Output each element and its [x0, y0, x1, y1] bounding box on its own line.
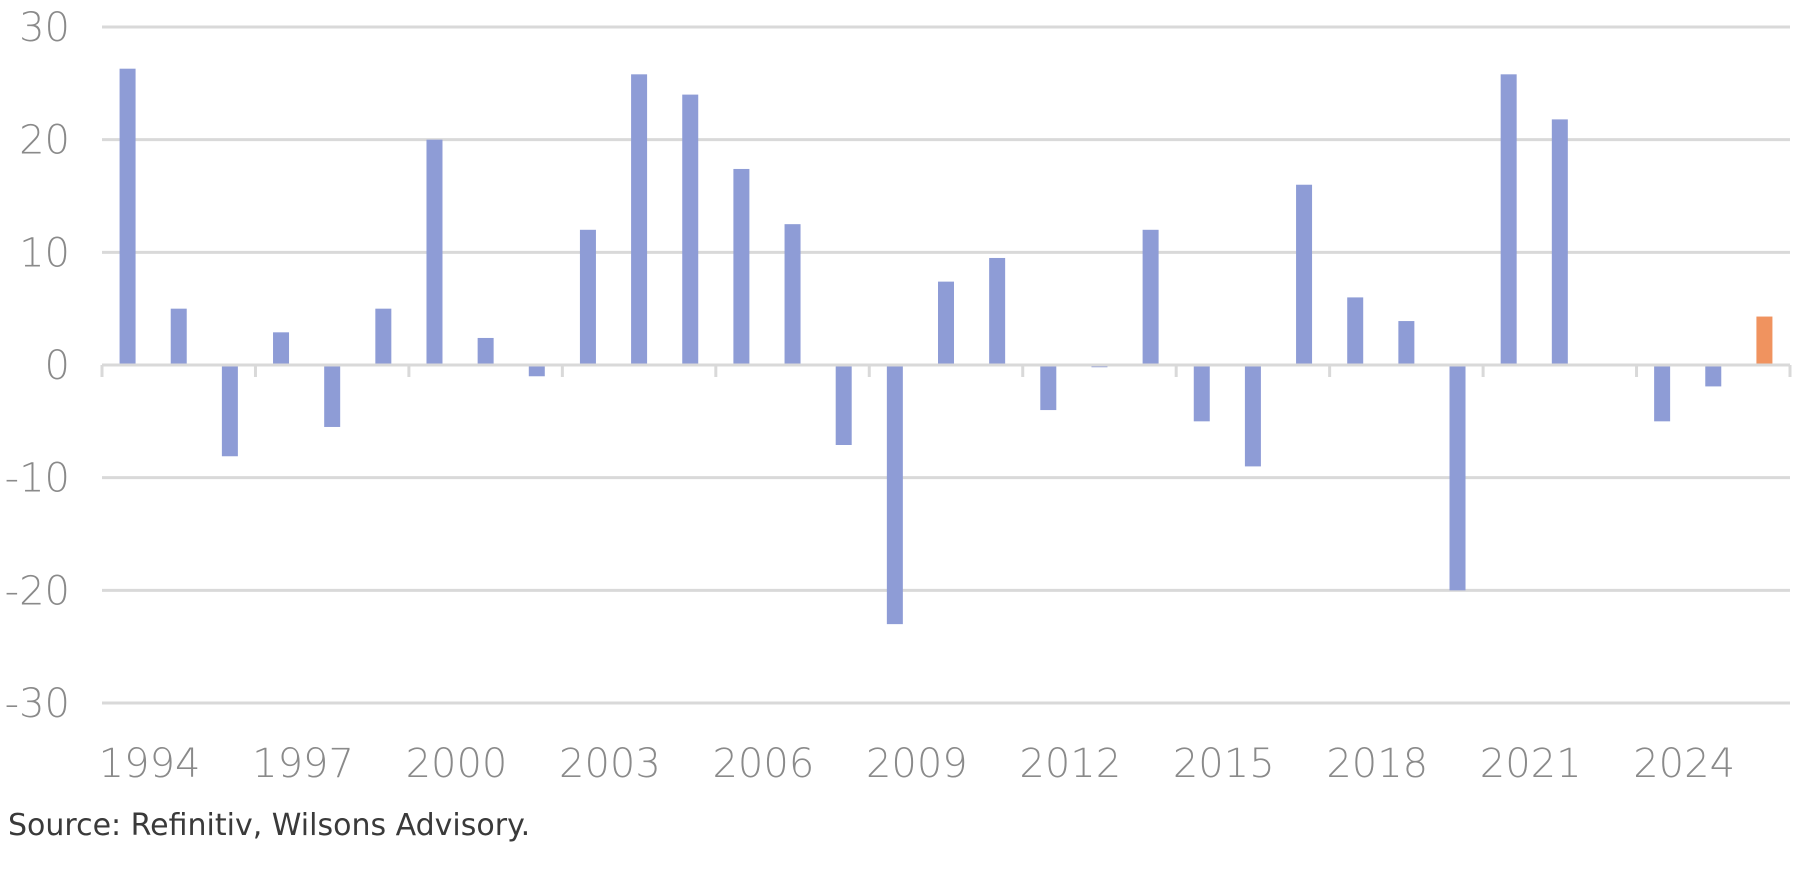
- x-tick-label: 2006: [712, 741, 814, 787]
- x-tick-label: 1994: [99, 741, 201, 787]
- gridlines: [102, 25, 1790, 705]
- bars: [119, 68, 1773, 625]
- y-tick-label: 20: [19, 118, 70, 164]
- source-note: Source: Refinitiv, Wilsons Advisory.: [8, 808, 531, 843]
- bar-2007: [784, 224, 801, 365]
- bar-2021: [1500, 74, 1517, 365]
- bar-2014: [1142, 229, 1159, 365]
- bar-1994: [119, 68, 136, 365]
- x-tick-label: 1997: [252, 741, 354, 787]
- x-tick-label: 2009: [866, 741, 968, 787]
- y-tick-label: -30: [5, 681, 70, 727]
- x-axis: [100, 363, 1792, 377]
- bar-1995: [170, 308, 187, 365]
- bar-2022: [1551, 119, 1568, 366]
- y-tick-label: 30: [19, 5, 70, 51]
- bar-2015: [1193, 365, 1210, 422]
- bar-2004: [631, 74, 648, 365]
- x-tick-label: 2012: [1019, 741, 1121, 787]
- bar-2005: [682, 94, 699, 365]
- bar-2001: [477, 337, 494, 365]
- bar-2018: [1347, 297, 1364, 365]
- bar-2011: [989, 257, 1006, 365]
- bar-2003: [579, 229, 596, 365]
- y-tick-labels: 30 20 10 0 -10 -20 -30: [5, 5, 70, 727]
- bar-2009: [886, 365, 903, 625]
- bar-2016: [1244, 365, 1261, 467]
- bar-chart: 30 20 10 0 -10 -20 -30 1994 1997 2000 2003 2006 200…: [5, 5, 1792, 787]
- x-tick-label: 2003: [559, 741, 661, 787]
- bar-2017: [1296, 184, 1313, 365]
- bar-1998: [324, 365, 341, 427]
- bar-2024: [1654, 365, 1671, 422]
- bar-2012: [1040, 365, 1057, 411]
- y-tick-label: -10: [5, 456, 70, 502]
- x-tick-label: 2018: [1326, 741, 1428, 787]
- x-tick-label: 2021: [1480, 741, 1582, 787]
- y-tick-label: 0: [45, 343, 70, 389]
- x-tick-labels: 1994 1997 2000 2003 2006 2009 2012 2015 2018 2021…: [99, 741, 1735, 787]
- bar-2010: [938, 281, 954, 365]
- bar-1999: [375, 308, 392, 365]
- y-tick-label: -20: [5, 568, 70, 614]
- bar-1996: [221, 365, 238, 457]
- bar-2025: [1705, 365, 1722, 387]
- x-tick-label: 2024: [1633, 741, 1735, 787]
- x-tick-label: 2000: [406, 741, 508, 787]
- x-tick-label: 2015: [1173, 741, 1275, 787]
- bar-2020: [1449, 365, 1466, 591]
- bar-2000: [426, 139, 443, 365]
- bar-2008: [835, 365, 852, 445]
- bar-2006: [733, 168, 750, 365]
- y-tick-label: 10: [19, 230, 70, 276]
- bar-1997: [273, 332, 290, 365]
- bar-2019: [1398, 321, 1415, 365]
- bar-2026: [1756, 316, 1773, 365]
- bar-2002: [528, 365, 545, 377]
